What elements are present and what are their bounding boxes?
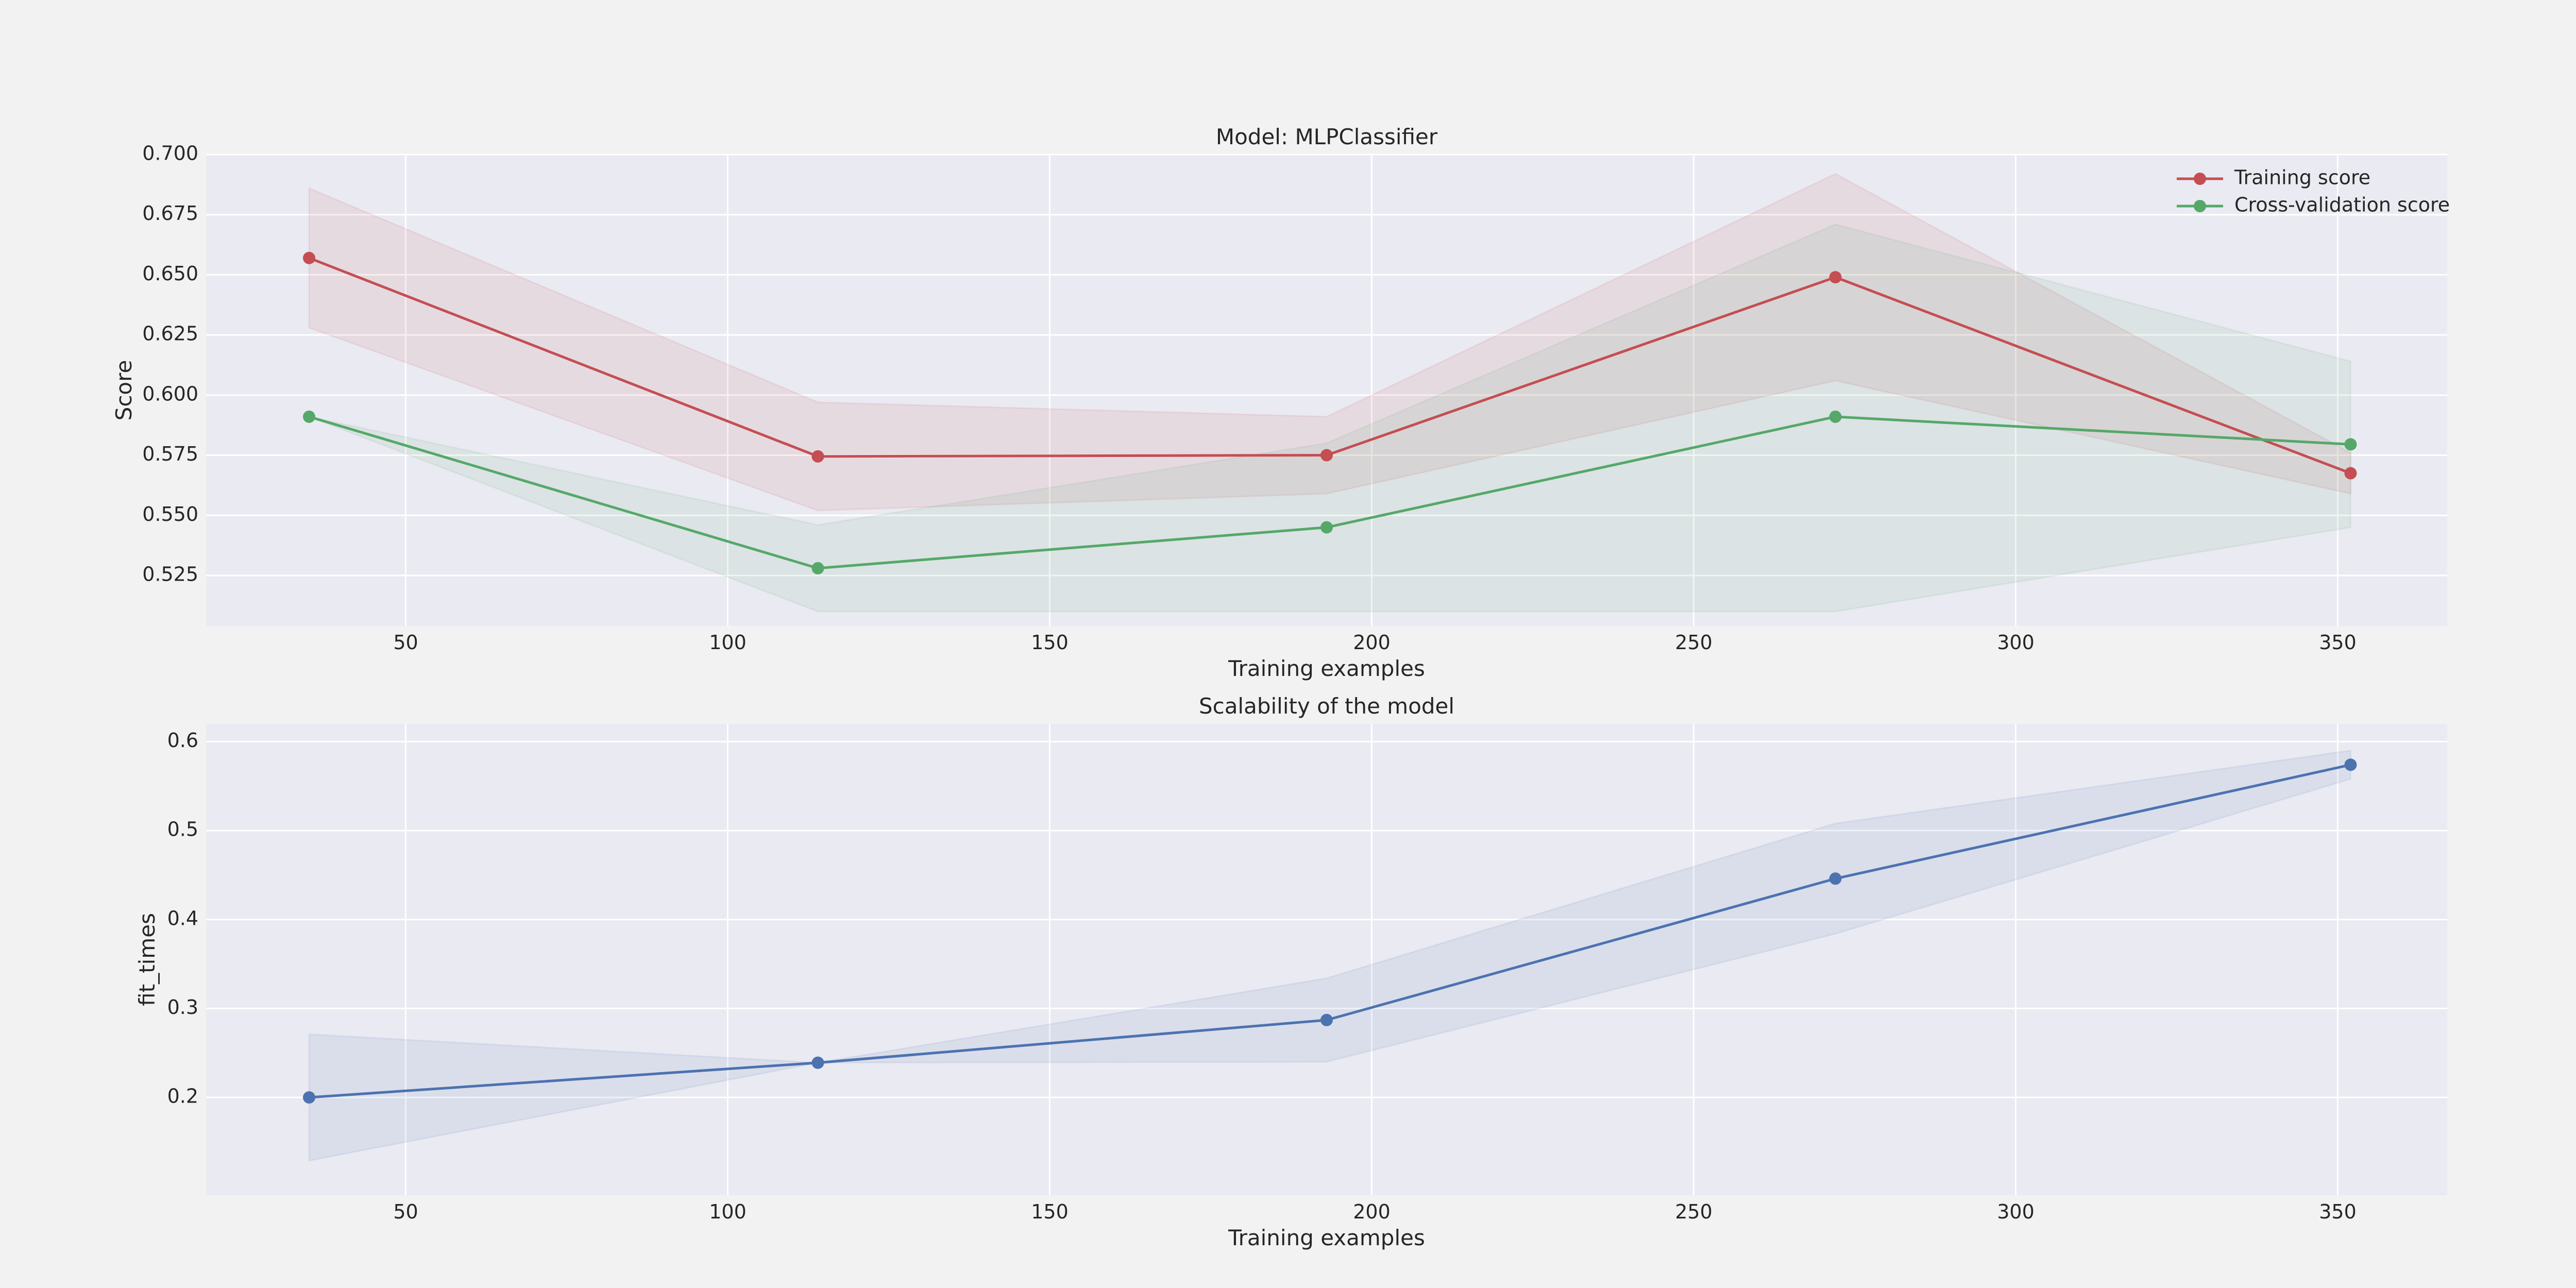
data-point (1829, 872, 1842, 885)
legend-label-training: Training score (2234, 166, 2370, 189)
chart-title: Model: MLPClassifier (1216, 124, 1438, 149)
y-tick-label: 0.600 (142, 382, 198, 405)
y-tick-label: 0.3 (167, 996, 198, 1019)
x-tick-label: 300 (1997, 1200, 2035, 1223)
x-tick-label: 50 (393, 1200, 418, 1223)
data-point (811, 562, 824, 574)
scalability-panel: 50 100 150 200 250 300 350 0.2 0.3 0.4 0.5 0.6 Sca… (134, 693, 2447, 1250)
x-tick-label: 150 (1031, 631, 1069, 654)
learning-curve-panel: 50 100 150 200 250 300 350 0.525 0.550 0.575 0.60… (111, 124, 2450, 681)
y-tick-label: 0.650 (142, 262, 198, 285)
legend-label-cross-validation: Cross-validation score (2234, 194, 2450, 216)
y-tick-label: 0.700 (142, 142, 198, 165)
band-0 (308, 750, 2351, 1162)
x-tick-label: 250 (1675, 631, 1713, 654)
y-tick-label: 0.675 (142, 202, 198, 225)
band-0 (308, 173, 2351, 512)
y-tick-labels: 0.2 0.3 0.4 0.5 0.6 (167, 729, 198, 1108)
x-tick-label: 250 (1675, 1200, 1713, 1223)
y-tick-label: 0.2 (167, 1085, 198, 1108)
chart-title: Scalability of the model (1199, 693, 1454, 719)
x-tick-label: 300 (1997, 631, 2035, 654)
plot-area (206, 724, 2447, 1195)
x-tick-label: 200 (1353, 1200, 1391, 1223)
y-tick-label: 0.5 (167, 818, 198, 841)
y-axis-label: Score (111, 360, 137, 421)
x-tick-labels: 50 100 150 200 250 300 350 (393, 631, 2356, 654)
legend-marker-training (2194, 173, 2206, 185)
x-tick-label: 100 (709, 1200, 747, 1223)
y-tick-label: 0.4 (167, 907, 198, 929)
x-tick-label: 200 (1353, 631, 1391, 654)
x-tick-label: 100 (709, 631, 747, 654)
data-point (1829, 271, 1842, 284)
data-point (1320, 521, 1333, 534)
data-point (303, 1091, 315, 1104)
y-tick-label: 0.6 (167, 729, 198, 752)
y-tick-label: 0.550 (142, 503, 198, 526)
confidence-bands (308, 750, 2351, 1162)
x-tick-label: 350 (2319, 1200, 2357, 1223)
y-tick-label: 0.575 (142, 443, 198, 465)
data-point (2344, 758, 2357, 771)
x-tick-label: 50 (393, 631, 418, 654)
data-point (303, 410, 315, 423)
y-tick-labels: 0.525 0.550 0.575 0.600 0.625 0.650 0.675 0.700 (142, 142, 198, 586)
x-tick-label: 350 (2319, 631, 2357, 654)
y-axis-label: fit_times (134, 913, 160, 1006)
data-point (303, 251, 315, 264)
data-point (1829, 410, 1842, 423)
x-axis-label: Training examples (1228, 1225, 1425, 1250)
data-point (1320, 1013, 1333, 1026)
x-tick-labels: 50 100 150 200 250 300 350 (393, 1200, 2356, 1223)
x-axis-label: Training examples (1228, 656, 1425, 681)
data-point (811, 1056, 824, 1069)
data-point (811, 450, 824, 463)
series-points (303, 758, 2357, 1104)
data-point (2344, 438, 2357, 451)
grid (206, 724, 2447, 1195)
series-points (303, 251, 2357, 574)
y-tick-label: 0.625 (142, 323, 198, 345)
data-point (1320, 449, 1333, 462)
legend-marker-cross-validation (2194, 200, 2206, 212)
y-tick-label: 0.525 (142, 563, 198, 585)
legend: Training score Cross-validation score (2177, 166, 2450, 216)
x-tick-label: 150 (1031, 1200, 1069, 1223)
grid (206, 154, 2447, 626)
data-point (2344, 467, 2357, 480)
plot-area (206, 155, 2447, 626)
